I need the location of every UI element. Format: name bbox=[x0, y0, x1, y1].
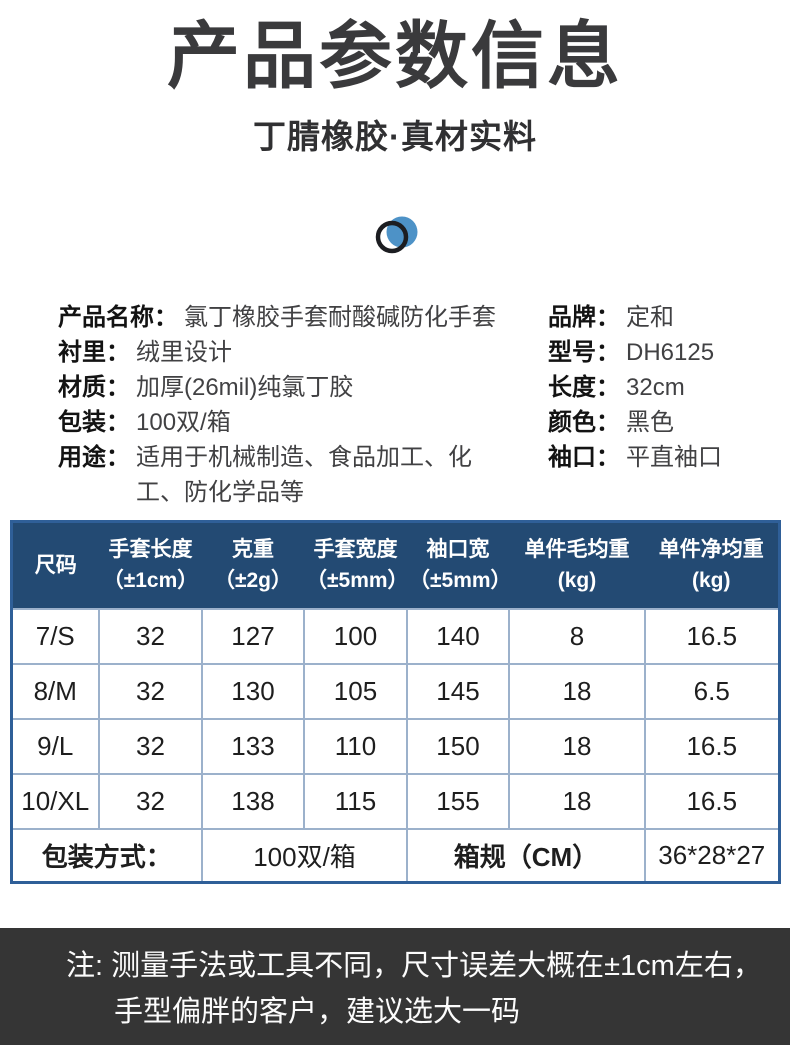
table-cell: 18 bbox=[508, 772, 646, 830]
header-cell-net-weight: 单件净均重 (kg) bbox=[645, 521, 779, 610]
table-cell: 6.5 bbox=[644, 662, 780, 720]
spec-column-right: 品牌： 定和 型号： DH6125 长度： 32cm 颜色： 黑色 袖口： 平直… bbox=[548, 300, 722, 510]
table-cell: 8/M bbox=[10, 662, 100, 720]
table-cell: 110 bbox=[303, 717, 408, 775]
header-cell-glove-length: 手套长度 （±1cm） bbox=[99, 521, 202, 610]
table-row: 7/S 32 127 100 140 8 16.5 bbox=[10, 607, 780, 665]
size-table-body: 7/S 32 127 100 140 8 16.5 8/M 32 130 105… bbox=[10, 607, 780, 830]
spec-column-left: 产品名称： 氯丁橡胶手套耐酸碱防化手套 衬里： 绒里设计 材质： 加厚(26mi… bbox=[58, 300, 522, 510]
spec-row-color: 颜色： 黑色 bbox=[548, 405, 722, 440]
overlapping-circle-ring-icon bbox=[364, 206, 426, 264]
table-cell: 115 bbox=[303, 772, 408, 830]
table-cell: 155 bbox=[406, 772, 510, 830]
spec-row-length: 长度： 32cm bbox=[548, 370, 722, 405]
table-cell: 10/XL bbox=[10, 772, 100, 830]
spec-row-brand: 品牌： 定和 bbox=[548, 300, 722, 335]
spec-row-packing: 包装： 100双/箱 bbox=[58, 405, 522, 440]
spec-row-material: 材质： 加厚(26mil)纯氯丁胶 bbox=[58, 370, 522, 405]
spec-label: 品牌： bbox=[548, 303, 620, 331]
table-row: 9/L 32 133 110 150 18 16.5 bbox=[10, 717, 780, 775]
table-cell: 145 bbox=[406, 662, 510, 720]
spec-label: 袖口： bbox=[548, 443, 620, 471]
table-cell: 133 bbox=[201, 717, 305, 775]
hero-section: 产品参数信息 丁腈橡胶·真材实料 bbox=[0, 0, 790, 264]
spec-row-lining: 衬里： 绒里设计 bbox=[58, 335, 522, 370]
note-banner: 注: 测量手法或工具不同，尺寸误差大概在±1cm左右， 手型偏胖的客户，建议选大… bbox=[0, 928, 790, 1046]
page-title: 产品参数信息 bbox=[167, 16, 623, 97]
size-spec-table: 尺码 手套长度 （±1cm） 克重 （±2g） 手套宽度 （±5mm） 袖口宽 … bbox=[9, 519, 781, 885]
page-subtitle: 丁腈橡胶·真材实料 bbox=[253, 117, 537, 155]
spec-label: 材质： bbox=[58, 373, 130, 401]
header-cell-glove-width: 手套宽度 （±5mm） bbox=[304, 521, 409, 610]
table-cell: 16.5 bbox=[644, 717, 780, 775]
spec-value: 适用于机械制造、食品加工、化工、防化学品等 bbox=[136, 443, 472, 506]
table-cell: 130 bbox=[201, 662, 305, 720]
spec-label: 型号： bbox=[548, 338, 620, 366]
size-table-header: 尺码 手套长度 （±1cm） 克重 （±2g） 手套宽度 （±5mm） 袖口宽 … bbox=[11, 521, 779, 610]
table-cell: 9/L bbox=[10, 717, 100, 775]
spec-label: 包装： bbox=[58, 408, 130, 436]
spec-row-product-name: 产品名称： 氯丁橡胶手套耐酸碱防化手套 bbox=[58, 300, 522, 335]
table-row: 10/XL 32 138 115 155 18 16.5 bbox=[10, 772, 780, 830]
table-cell: 140 bbox=[406, 607, 510, 665]
spec-value: 加厚(26mil)纯氯丁胶 bbox=[136, 373, 354, 401]
table-cell: 16.5 bbox=[644, 607, 780, 665]
header-cell-size: 尺码 bbox=[11, 521, 99, 610]
carton-size-value: 36*28*27 bbox=[644, 827, 780, 884]
table-cell: 150 bbox=[406, 717, 510, 775]
table-header-row: 尺码 手套长度 （±1cm） 克重 （±2g） 手套宽度 （±5mm） 袖口宽 … bbox=[11, 521, 779, 610]
header-cell-cuff-width: 袖口宽 （±5mm） bbox=[407, 521, 512, 610]
table-cell: 16.5 bbox=[644, 772, 780, 830]
table-cell: 100 bbox=[303, 607, 408, 665]
table-cell: 18 bbox=[508, 662, 646, 720]
table-cell: 138 bbox=[201, 772, 305, 830]
note-line-2: 手型偏胖的客户，建议选大一码 bbox=[114, 996, 521, 1029]
spec-label: 长度： bbox=[548, 373, 620, 401]
carton-size-label: 箱规（CM） bbox=[406, 827, 646, 884]
header-cell-gross-weight: 单件毛均重 (kg) bbox=[509, 521, 645, 610]
spec-value: 32cm bbox=[626, 373, 685, 401]
table-cell: 32 bbox=[98, 772, 203, 830]
table-cell: 32 bbox=[98, 717, 203, 775]
size-table-footer: 包装方式： 100双/箱 箱规（CM） 36*28*27 bbox=[10, 827, 780, 884]
packing-method-value: 100双/箱 bbox=[201, 827, 408, 884]
spec-value: 黑色 bbox=[626, 408, 674, 436]
table-footer-row: 包装方式： 100双/箱 箱规（CM） 36*28*27 bbox=[10, 827, 780, 884]
spec-label: 颜色： bbox=[548, 408, 620, 436]
spec-row-model: 型号： DH6125 bbox=[548, 335, 722, 370]
table-cell: 7/S bbox=[10, 607, 100, 665]
spec-list: 产品名称： 氯丁橡胶手套耐酸碱防化手套 衬里： 绒里设计 材质： 加厚(26mi… bbox=[58, 300, 790, 510]
table-cell: 32 bbox=[98, 607, 203, 665]
spec-value: 氯丁橡胶手套耐酸碱防化手套 bbox=[184, 303, 496, 331]
table-cell: 32 bbox=[98, 662, 203, 720]
note-line-1: 注: 测量手法或工具不同，尺寸误差大概在±1cm左右， bbox=[66, 950, 762, 983]
spec-label: 衬里： bbox=[58, 338, 130, 366]
table-cell: 127 bbox=[201, 607, 305, 665]
spec-value: 100双/箱 bbox=[136, 408, 231, 436]
spec-row-cuff: 袖口： 平直袖口 bbox=[548, 440, 722, 475]
packing-method-label: 包装方式： bbox=[10, 827, 203, 884]
spec-value: 定和 bbox=[626, 303, 674, 331]
table-row: 8/M 32 130 105 145 18 6.5 bbox=[10, 662, 780, 720]
spec-label: 用途： bbox=[58, 443, 130, 471]
table-cell: 8 bbox=[508, 607, 646, 665]
spec-label: 产品名称： bbox=[58, 303, 178, 331]
spec-value: DH6125 bbox=[626, 338, 715, 366]
spec-value: 平直袖口 bbox=[626, 443, 722, 471]
table-cell: 105 bbox=[303, 662, 408, 720]
table-cell: 18 bbox=[508, 717, 646, 775]
spec-row-usage: 用途： 适用于机械制造、食品加工、化工、防化学品等 bbox=[58, 440, 522, 510]
spec-value: 绒里设计 bbox=[136, 338, 232, 366]
header-cell-gram-weight: 克重 （±2g） bbox=[202, 521, 304, 610]
